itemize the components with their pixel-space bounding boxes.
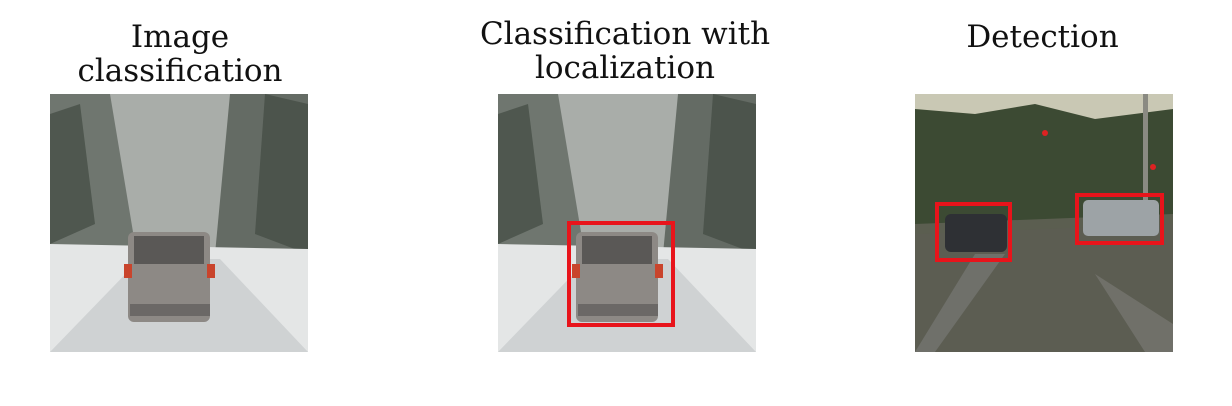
car-bounding-box-right (1075, 193, 1164, 245)
snowy-road-image (50, 94, 308, 352)
snowy-road-image-localized (498, 94, 756, 352)
car-bounding-box-left (935, 202, 1012, 262)
panel-title-detection: Detection (966, 19, 1119, 55)
vehicle-bounding-box (567, 221, 675, 327)
panel-title-localization: Classification with localization (479, 16, 771, 86)
panel-title-classification: Image classification (77, 19, 283, 89)
